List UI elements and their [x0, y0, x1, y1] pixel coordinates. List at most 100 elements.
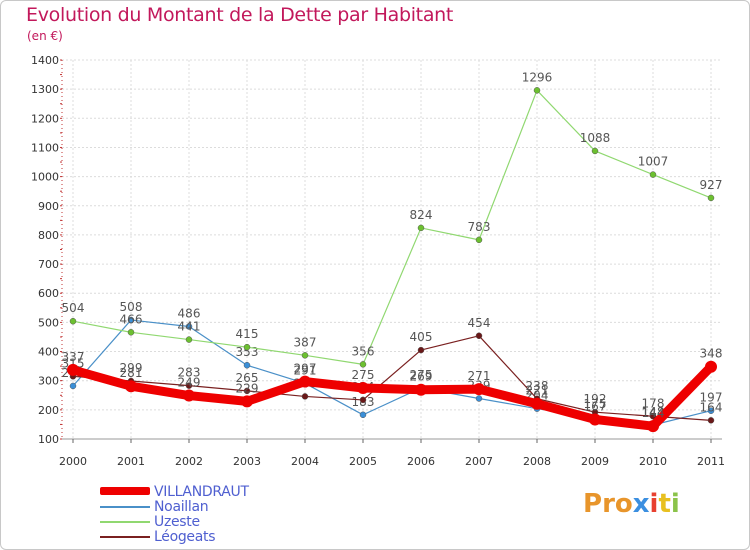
- logo-letter: o: [614, 489, 633, 519]
- data-label-l-ogeats: 454: [468, 316, 491, 330]
- y-tick-label: 200: [38, 404, 59, 417]
- data-label-l-ogeats: 164: [700, 400, 723, 414]
- point-noaillan: [185, 323, 193, 330]
- legend-swatch-uzeste: [100, 521, 150, 523]
- point-villandraut: [357, 381, 369, 394]
- data-label-l-ogeats: 238: [526, 379, 549, 393]
- point-villandraut: [183, 389, 195, 402]
- y-tick-label: 700: [38, 258, 59, 271]
- point-noaillan: [707, 407, 715, 414]
- point-noaillan: [69, 382, 77, 390]
- point-uzeste: [69, 317, 77, 325]
- point-noaillan: [359, 411, 367, 419]
- x-tick-label: 2009: [581, 455, 609, 468]
- data-label-noaillan: 197: [700, 391, 723, 405]
- point-l-ogeats: [243, 387, 251, 395]
- point-villandraut: [241, 395, 253, 408]
- x-tick-label: 2008: [523, 455, 551, 468]
- point-villandraut: [589, 413, 601, 426]
- legend-swatch-villandraut: [100, 487, 150, 495]
- point-villandraut: [67, 363, 79, 376]
- point-l-ogeats: [475, 332, 483, 340]
- logo-letter: i: [670, 489, 680, 519]
- data-label-l-ogeats: 192: [584, 392, 607, 406]
- data-label-l-ogeats: 283: [178, 366, 201, 380]
- point-uzeste: [475, 236, 483, 244]
- data-label-villandraut: 271: [468, 369, 491, 383]
- data-label-villandraut: 144: [642, 406, 665, 420]
- point-noaillan: [127, 316, 135, 324]
- data-label-uzeste: 1296: [522, 70, 553, 84]
- data-label-villandraut: 275: [352, 368, 375, 382]
- data-label-uzeste: 1007: [638, 155, 669, 169]
- x-tick-label: 2000: [59, 455, 87, 468]
- series-line-uzeste: [72, 89, 712, 365]
- data-label-l-ogeats: 315: [62, 356, 85, 370]
- legend-swatch-noaillan: [100, 506, 150, 508]
- point-villandraut: [415, 383, 427, 396]
- data-label-uzeste: 387: [294, 335, 317, 349]
- data-label-villandraut: 337: [62, 350, 85, 364]
- legend-label-villandraut: VILLANDRAUT: [154, 484, 249, 500]
- point-noaillan: [475, 395, 483, 402]
- y-tick-label: 900: [38, 200, 59, 213]
- point-l-ogeats: [707, 417, 715, 424]
- data-label-uzeste: 504: [62, 301, 85, 315]
- chart-title: Evolution du Montant de la Dette par Hab…: [26, 4, 454, 26]
- point-uzeste: [185, 336, 193, 343]
- x-tick-label: 2007: [465, 455, 493, 468]
- point-villandraut: [705, 360, 717, 373]
- data-label-uzeste: 783: [468, 220, 491, 234]
- y-tick-label: 1000: [31, 171, 59, 184]
- series-line-villandraut: [68, 362, 716, 431]
- point-uzeste: [707, 194, 715, 202]
- data-label-noaillan: 275: [410, 368, 433, 382]
- data-label-l-ogeats: 299: [120, 361, 143, 375]
- legend-label-noaillan: Noaillan: [154, 499, 209, 515]
- data-label-uzeste: 824: [410, 208, 433, 222]
- logo-letter: r: [602, 489, 615, 519]
- data-label-villandraut: 281: [120, 366, 143, 380]
- y-tick-label: 400: [38, 346, 59, 359]
- y-tick-label: 500: [38, 316, 59, 329]
- y-tick-label: 1300: [31, 83, 59, 96]
- data-label-noaillan: 291: [294, 363, 317, 377]
- point-uzeste: [301, 352, 309, 359]
- point-uzeste: [649, 171, 657, 178]
- logo-letter: t: [658, 489, 671, 519]
- data-label-l-ogeats: 178: [642, 396, 665, 410]
- point-uzeste: [127, 329, 135, 336]
- point-uzeste: [417, 224, 425, 232]
- y-tick-label: 600: [38, 287, 59, 300]
- x-tick-label: 2006: [407, 455, 435, 468]
- data-label-noaillan: 353: [236, 345, 259, 359]
- data-label-villandraut: 348: [700, 347, 723, 361]
- x-tick-label: 2011: [697, 455, 725, 468]
- legend-label-uzeste: Uzeste: [154, 514, 200, 530]
- data-label-uzeste: 356: [352, 344, 375, 358]
- data-label-uzeste: 415: [236, 327, 259, 341]
- data-label-l-ogeats: 405: [410, 330, 433, 344]
- data-label-villandraut: 269: [410, 370, 433, 384]
- point-uzeste: [591, 147, 599, 155]
- point-noaillan: [243, 361, 251, 369]
- y-tick-label: 800: [38, 229, 59, 242]
- point-villandraut: [473, 383, 485, 396]
- point-villandraut: [647, 420, 659, 433]
- point-uzeste: [243, 343, 251, 351]
- data-label-villandraut: 221: [526, 384, 549, 398]
- data-label-villandraut: 297: [294, 362, 317, 376]
- x-tick-label: 2004: [291, 455, 319, 468]
- logo-letter: i: [649, 489, 659, 519]
- legend-label-leogeats: Léogeats: [154, 529, 216, 545]
- y-tick-label: 1100: [31, 141, 59, 154]
- data-label-uzeste: 927: [700, 178, 723, 192]
- data-label-uzeste: 1088: [580, 131, 611, 145]
- legend-swatch-leogeats: [100, 536, 150, 538]
- point-l-ogeats: [417, 346, 425, 354]
- chart-unit: (en €): [27, 29, 63, 43]
- point-uzeste: [359, 361, 367, 368]
